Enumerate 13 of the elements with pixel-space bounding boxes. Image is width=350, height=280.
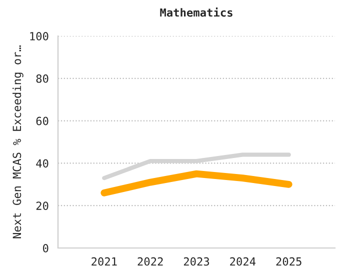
- x-tick-label: 2021: [92, 257, 117, 266]
- y-tick-label: 40: [36, 159, 48, 168]
- y-tick-label: 20: [36, 202, 48, 210]
- x-tick-label: 2025: [276, 257, 302, 266]
- y-tick-label: 0: [43, 244, 48, 252]
- chart-title: Mathematics: [160, 8, 232, 17]
- y-tick-label: 60: [36, 116, 48, 126]
- y-axis-title: Next Gen MCAS % Exceeding or…: [12, 45, 24, 238]
- y-tick-label: 80: [36, 74, 48, 83]
- x-tick-label: 2024: [230, 257, 256, 266]
- x-tick-label: 2022: [138, 257, 163, 266]
- y-tick-label: 100: [30, 32, 48, 40]
- x-tick-label: 2023: [184, 257, 210, 266]
